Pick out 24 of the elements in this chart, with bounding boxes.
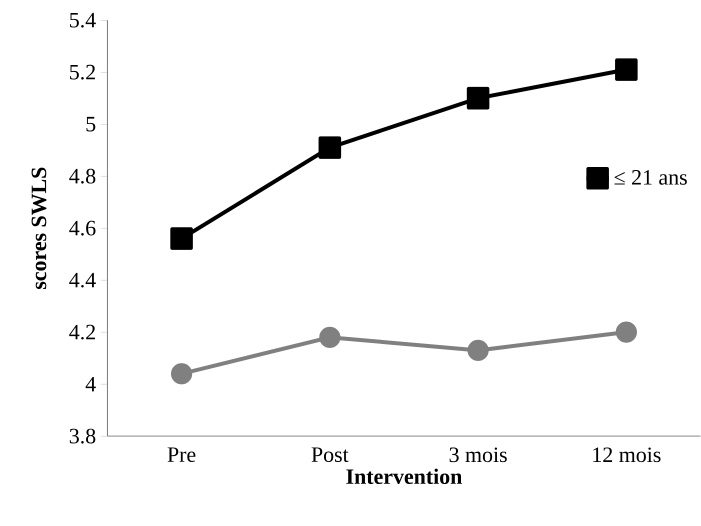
x-tick-label: 3 mois xyxy=(450,447,507,462)
x-tick-label: Pre xyxy=(168,447,196,462)
y-tick-label: 5 xyxy=(86,116,96,132)
y-tick-label: 4 xyxy=(86,376,96,392)
x-tick-label: 12 mois xyxy=(593,447,661,462)
y-tick-label: 4.4 xyxy=(69,272,96,288)
point xyxy=(615,58,638,81)
y-tick-label: 5.2 xyxy=(70,64,95,80)
point xyxy=(319,326,340,348)
legend-label: ≤ 21 ans xyxy=(614,170,687,185)
point xyxy=(170,362,192,384)
y-tick-label: 3.8 xyxy=(70,428,96,444)
point xyxy=(467,340,489,361)
y-tick-label: 4.6 xyxy=(69,220,96,236)
point xyxy=(318,136,342,159)
point xyxy=(466,86,490,110)
point xyxy=(170,227,193,250)
point xyxy=(616,321,637,343)
y-tick-label: 4.2 xyxy=(69,324,95,340)
x-tick-label: Post xyxy=(312,447,349,462)
y-tick-label: 4.8 xyxy=(69,168,96,184)
y-axis-title: scores SWLS xyxy=(32,167,46,289)
y-tick-label: 5.4 xyxy=(70,12,96,28)
x-axis-title: Intervention xyxy=(346,468,462,484)
